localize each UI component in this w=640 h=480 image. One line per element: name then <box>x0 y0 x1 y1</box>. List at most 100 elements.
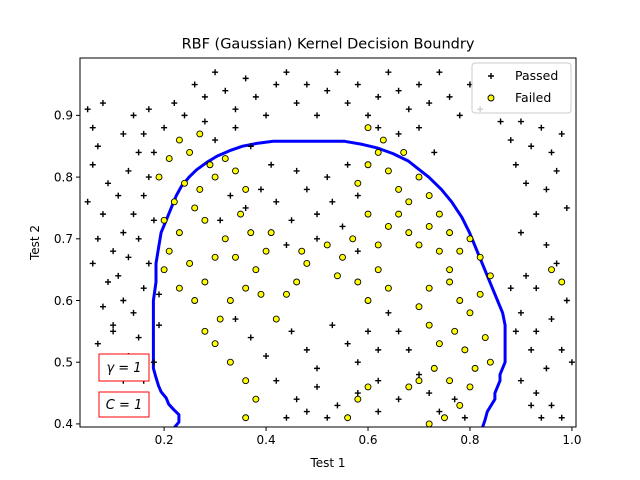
passed-point <box>110 328 117 335</box>
passed-point <box>436 69 443 76</box>
passed-point <box>517 309 524 316</box>
failed-point <box>435 247 443 255</box>
failed-point <box>435 210 443 218</box>
passed-point <box>543 241 550 248</box>
failed-point <box>354 395 362 403</box>
passed-point <box>512 161 519 168</box>
passed-point <box>329 322 336 329</box>
passed-point <box>201 118 208 125</box>
passed-point <box>314 211 321 218</box>
failed-point <box>298 247 306 255</box>
passed-point <box>140 285 147 292</box>
passed-point <box>354 81 361 88</box>
failed-point <box>175 229 183 237</box>
failed-point <box>175 284 183 292</box>
failed-point <box>374 241 382 249</box>
failed-point <box>425 192 433 200</box>
passed-point <box>528 143 535 150</box>
failed-point <box>211 340 219 348</box>
passed-point <box>354 390 361 397</box>
failed-point <box>415 377 423 385</box>
failed-point <box>486 272 494 280</box>
failed-point <box>415 303 423 311</box>
failed-point <box>170 198 178 206</box>
passed-point <box>517 377 524 384</box>
passed-point <box>288 217 295 224</box>
passed-point <box>314 365 321 372</box>
passed-point <box>517 118 524 125</box>
passed-point <box>461 414 468 421</box>
passed-point <box>115 192 122 199</box>
passed-point <box>232 106 239 113</box>
passed-point <box>344 161 351 168</box>
passed-point <box>125 254 132 261</box>
legend-label-failed: Failed <box>515 90 551 105</box>
passed-point <box>533 211 540 218</box>
passed-point <box>456 112 463 119</box>
passed-point <box>553 260 560 267</box>
failed-point <box>211 253 219 261</box>
passed-point <box>283 414 290 421</box>
passed-point <box>405 346 412 353</box>
passed-point <box>507 285 514 292</box>
passed-point <box>110 248 117 255</box>
failed-point <box>262 247 270 255</box>
failed-point <box>466 309 474 317</box>
failed-point <box>237 210 245 218</box>
failed-point <box>344 414 352 422</box>
failed-point <box>456 401 464 409</box>
legend-box <box>471 62 572 114</box>
failed-point <box>226 297 234 304</box>
passed-point <box>553 167 560 174</box>
y-tick-label: 0.7 <box>54 232 73 246</box>
failed-point <box>400 148 408 156</box>
failed-point <box>242 414 250 422</box>
failed-point <box>395 210 403 218</box>
passed-point <box>354 248 361 255</box>
failed-point <box>211 173 219 181</box>
passed-point <box>563 297 570 304</box>
passed-point <box>217 217 224 224</box>
passed-point <box>334 69 341 76</box>
passed-point <box>120 297 127 304</box>
passed-point <box>354 192 361 199</box>
legend-plus-marker <box>488 73 494 79</box>
passed-point <box>365 328 372 335</box>
passed-point <box>385 309 392 316</box>
passed-point <box>528 346 535 353</box>
legend-circle-marker <box>487 94 495 102</box>
passed-point <box>89 260 96 267</box>
failed-point <box>201 278 209 286</box>
passed-point <box>191 81 198 88</box>
failed-point <box>181 179 188 187</box>
passed-point <box>507 137 514 144</box>
passed-point <box>232 124 239 131</box>
failed-point <box>415 241 423 249</box>
failed-point <box>196 185 204 193</box>
gamma-annotation: γ = 1 <box>98 353 150 382</box>
failed-point <box>201 327 209 335</box>
failed-point <box>165 155 173 163</box>
passed-point <box>273 377 280 384</box>
passed-point <box>314 383 321 390</box>
passed-point <box>329 198 336 205</box>
failed-point <box>160 266 168 274</box>
failed-point <box>349 235 357 243</box>
passed-point <box>145 106 152 113</box>
failed-point <box>175 136 183 144</box>
failed-point <box>379 136 387 144</box>
passed-point <box>395 130 402 137</box>
failed-point <box>384 167 392 175</box>
failed-point <box>354 179 362 187</box>
failed-point <box>405 383 413 391</box>
passed-point <box>125 167 132 174</box>
passed-point <box>431 149 438 156</box>
passed-point <box>558 414 565 421</box>
passed-point <box>130 211 137 218</box>
passed-point <box>415 81 422 88</box>
passed-point <box>303 346 310 353</box>
failed-point <box>160 216 168 224</box>
passed-point <box>273 198 280 205</box>
passed-point <box>283 69 290 76</box>
passed-point <box>135 235 142 242</box>
